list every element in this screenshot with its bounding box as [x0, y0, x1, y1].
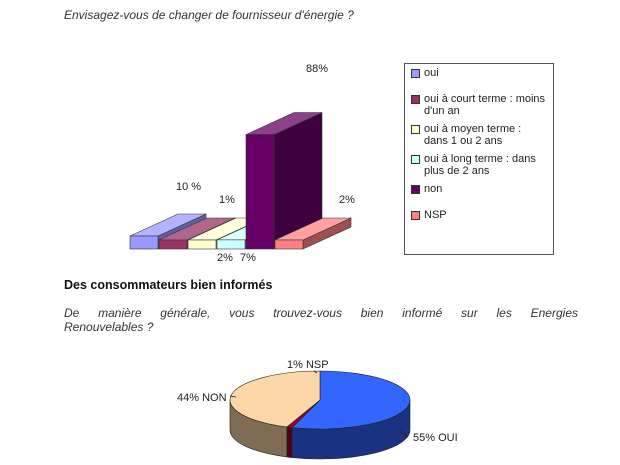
legend-label: oui [424, 67, 439, 79]
legend-swatch [411, 211, 420, 220]
pie-label-nsp: 1% NSP [287, 359, 329, 371]
legend-swatch [411, 185, 420, 194]
legend-item: oui [411, 67, 547, 79]
bar-5 [245, 112, 323, 250]
legend-swatch [411, 95, 420, 104]
pie-slice-non [229, 370, 321, 428]
pie-label-oui: 55% OUI [413, 432, 458, 444]
pie-slice-oui [291, 370, 411, 430]
bar-chart-legend: oui oui à court terme : moins d'un an oui … [404, 63, 554, 255]
bar-front [129, 235, 159, 250]
legend-item: oui à long terme : dans plus de 2 ans [411, 153, 547, 177]
legend-swatch [411, 125, 420, 134]
bar-value-label: 2% [339, 194, 355, 206]
bar-value-label: 7% [240, 252, 256, 264]
pie-leader-line [399, 430, 409, 438]
legend-item: oui à court terme : moins d'un an [411, 93, 547, 117]
bar-value-label: 88% [306, 63, 328, 75]
legend-item: non [411, 183, 547, 195]
bar-value-label: 2% [217, 252, 233, 264]
legend-item: NSP [411, 209, 547, 221]
section-title: Des consommateurs bien informés [64, 278, 273, 292]
legend-label: oui à court terme : moins d'un an [424, 93, 546, 117]
pie-leader-line [313, 370, 318, 374]
legend-swatch [411, 69, 420, 78]
legend-item: oui à moyen terme : dans 1 ou 2 ans [411, 123, 547, 147]
pie-leader-line [229, 395, 237, 398]
bar-6 [274, 217, 352, 250]
bar-front [245, 134, 275, 250]
pie-wall-nsp [286, 426, 293, 458]
bar-value-label: 1% [219, 194, 235, 206]
bar-front [274, 239, 304, 250]
question-2-line-1: De manière générale, vous trouvez-vous b… [64, 306, 578, 320]
bar-value-label: 10 % [176, 181, 201, 193]
bar-front [187, 239, 217, 250]
legend-swatch [411, 155, 420, 164]
question-1: Envisagez-vous de changer de fournisseur… [64, 8, 354, 22]
bar-front [158, 239, 188, 250]
question-2-line-2: Renouvelables ? [64, 320, 154, 334]
legend-label: NSP [424, 209, 447, 221]
legend-label: oui à long terme : dans plus de 2 ans [424, 153, 536, 177]
bar-front [216, 239, 246, 250]
legend-label: oui à moyen terme : dans 1 ou 2 ans [424, 123, 522, 147]
pie-label-non: 44% NON [177, 392, 227, 404]
legend-label: non [424, 183, 443, 195]
question-2: De manière générale, vous trouvez-vous b… [64, 306, 578, 334]
